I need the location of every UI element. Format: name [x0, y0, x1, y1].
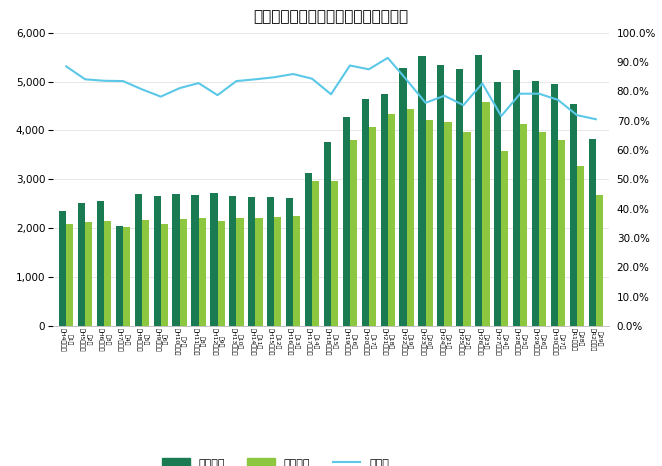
Bar — [494, 82, 501, 326]
Bar — [191, 195, 199, 326]
Bar — [134, 194, 142, 326]
Bar — [388, 114, 395, 326]
Bar — [426, 120, 433, 326]
Bar — [116, 226, 123, 326]
Bar — [256, 218, 263, 326]
Bar — [305, 172, 312, 326]
Bar — [558, 140, 565, 326]
Bar — [539, 132, 546, 326]
Bar — [248, 197, 256, 326]
Bar — [97, 201, 104, 326]
Bar — [577, 166, 584, 326]
Bar — [85, 222, 92, 326]
Bar — [229, 196, 236, 326]
Bar — [179, 219, 187, 326]
Bar — [331, 181, 338, 326]
Bar — [501, 151, 508, 326]
Bar — [361, 99, 369, 326]
Bar — [532, 81, 539, 326]
Bar — [267, 197, 274, 326]
Bar — [218, 221, 224, 326]
Bar — [274, 217, 281, 326]
Bar — [399, 68, 406, 326]
Bar — [236, 218, 244, 326]
Bar — [173, 194, 179, 326]
Bar — [350, 140, 357, 326]
Bar — [570, 103, 577, 326]
Bar — [142, 219, 149, 326]
Bar — [161, 225, 168, 326]
Bar — [369, 127, 376, 326]
Bar — [211, 193, 218, 326]
Bar — [104, 221, 111, 326]
Bar — [293, 216, 301, 326]
Bar — [324, 142, 331, 326]
Bar — [343, 117, 350, 326]
Bar — [444, 122, 451, 326]
Bar — [456, 69, 463, 326]
Bar — [154, 196, 161, 326]
Bar — [483, 102, 489, 326]
Bar — [596, 195, 603, 326]
Bar — [551, 84, 558, 326]
Bar — [475, 55, 483, 326]
Legend: 受験者数, 合格者数, 合格率: 受験者数, 合格者数, 合格率 — [158, 453, 393, 466]
Bar — [78, 203, 85, 326]
Bar — [312, 181, 319, 326]
Bar — [199, 218, 206, 326]
Bar — [513, 70, 520, 326]
Bar — [520, 123, 528, 326]
Bar — [123, 227, 130, 326]
Bar — [381, 94, 388, 326]
Bar — [406, 110, 414, 326]
Bar — [589, 139, 596, 326]
Bar — [418, 55, 426, 326]
Bar — [66, 224, 73, 326]
Bar — [463, 132, 471, 326]
Bar — [438, 65, 444, 326]
Bar — [286, 198, 293, 326]
Bar — [59, 211, 66, 326]
Title: きゅう国家試験受験者数推移と合格率: きゅう国家試験受験者数推移と合格率 — [254, 9, 408, 25]
